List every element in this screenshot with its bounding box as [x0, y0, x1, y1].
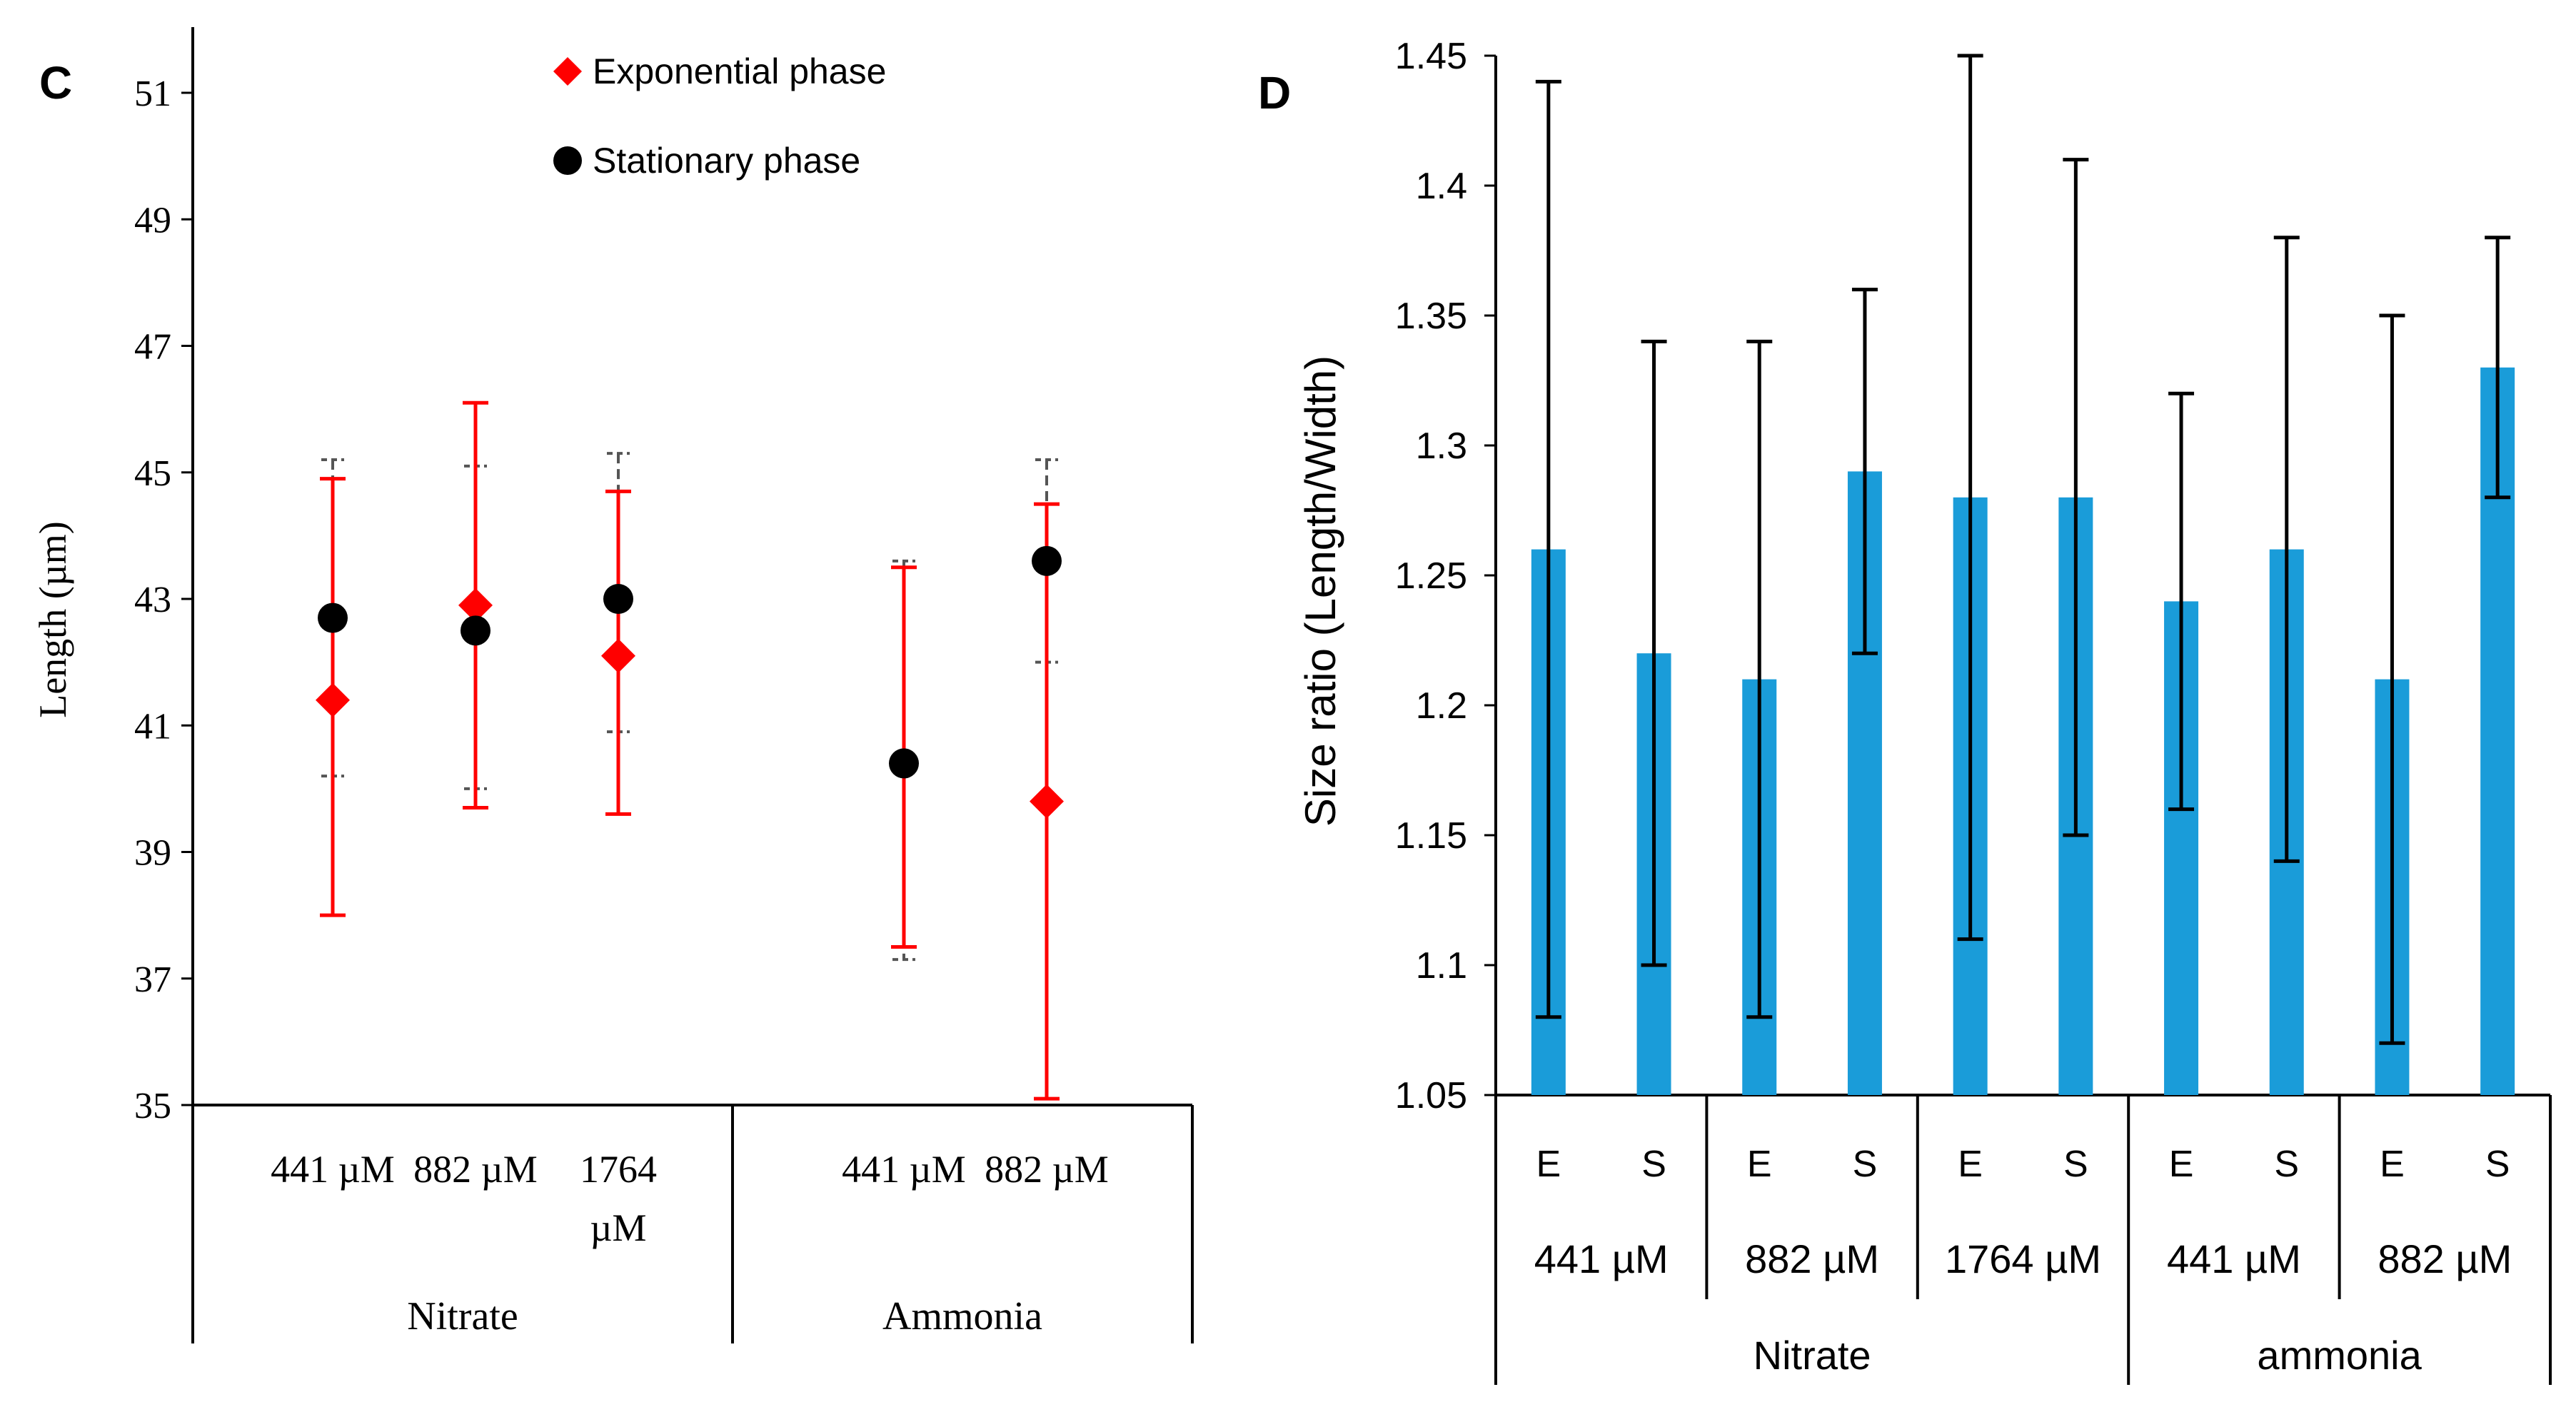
panel-d-y-tick-label: 1.45 — [1395, 36, 1467, 77]
panel-c-marker-exponential — [1030, 784, 1064, 819]
panel-c-x-category-label: 882 µM — [413, 1148, 538, 1191]
panel-d-x-category-label: E — [1536, 1144, 1561, 1185]
panel-d-x-category-label: S — [1641, 1144, 1666, 1185]
panel-d-y-tick-labels: 1.05 1.1 1.15 1.2 1.25 1.3 1.35 1.4 1.45 — [1395, 36, 1467, 1116]
panel-d-y-tick-label: 1.15 — [1395, 815, 1467, 857]
legend-label-stationary: Stationary phase — [593, 141, 860, 181]
panel-d-bar-chart: D Size ratio (Length/Width) 1.051.11.151… — [1258, 36, 2552, 1385]
legend-label-exponential: Exponential phase — [593, 51, 886, 91]
panel-c-marker-exponential — [601, 638, 635, 673]
panel-c-x-category-label: 1764 — [580, 1148, 657, 1191]
panel-c-marker-stationary — [1032, 545, 1062, 576]
panel-d-y-tick-label: 1.05 — [1395, 1075, 1467, 1116]
panel-d-x-category-label: S — [2274, 1144, 2299, 1185]
panel-c-x-category-labels: 441 µM 882 µM 1764 µM 441 µM 882 µM — [271, 1148, 1109, 1249]
panel-c-axes — [181, 27, 1194, 1343]
panel-d-x-category-label: S — [1853, 1144, 1878, 1185]
panel-c-label: C — [39, 57, 72, 109]
panel-d-concentration-label: 441 µM — [1534, 1236, 1669, 1281]
panel-d-group-label: Nitrate — [1754, 1333, 1871, 1378]
panel-c-y-tick-label: 41 — [134, 706, 171, 747]
panel-c-x-category-label: 441 µM — [842, 1148, 966, 1191]
panel-c-y-tick-label: 51 — [134, 74, 171, 114]
panel-d-concentration-label: 441 µM — [2167, 1236, 2301, 1281]
panel-c-x-category-label: 882 µM — [985, 1148, 1109, 1191]
panel-c-group-label: Ammonia — [882, 1294, 1042, 1338]
panel-d-bars — [1531, 367, 2515, 1095]
panel-c-marker-exponential — [316, 682, 350, 717]
panel-c-y-tick-label: 37 — [134, 959, 171, 1000]
legend-marker-exponential — [553, 57, 582, 86]
panel-d-group-label: ammonia — [2257, 1333, 2422, 1378]
panel-c-x-category-label: µM — [590, 1206, 646, 1249]
panel-d-concentration-label: 882 µM — [2378, 1236, 2512, 1281]
legend-marker-stationary — [553, 146, 582, 175]
panel-d-y-tick-label: 1.3 — [1416, 425, 1467, 467]
panel-d-error-bars — [1535, 54, 2511, 1045]
panel-c-y-axis-title: Length (µm) — [31, 521, 74, 718]
panel-c-legend: Exponential phase Stationary phase — [553, 51, 886, 181]
panel-c-marker-exponential — [458, 587, 493, 622]
panel-d-axes — [1484, 54, 2552, 1385]
panel-c-group-label: Nitrate — [407, 1294, 518, 1338]
panel-d-y-tick-label: 1.25 — [1395, 555, 1467, 597]
panel-d-concentration-label: 882 µM — [1745, 1236, 1879, 1281]
panel-c-y-tick-label: 39 — [134, 833, 171, 874]
panel-c-marker-stationary — [318, 602, 348, 633]
panel-c-marker-stationary — [461, 615, 490, 646]
panel-d-x-category-label: E — [2380, 1144, 2405, 1185]
panel-d-label: D — [1258, 67, 1291, 118]
panel-c-error-bars — [320, 400, 1060, 1101]
panel-c-y-tick-label: 49 — [134, 200, 171, 241]
panel-c-y-tick-label: 43 — [134, 580, 171, 620]
panel-c-y-tick-label: 47 — [134, 327, 171, 368]
panel-d-y-tick-label: 1.35 — [1395, 296, 1467, 337]
panel-d-concentration-label: 1764 µM — [1945, 1236, 2101, 1281]
panel-c-marker-stationary — [603, 584, 633, 614]
panel-d-x-category-label: S — [2485, 1144, 2510, 1185]
panel-c-markers — [316, 545, 1064, 819]
panel-d-x-category-label: E — [2169, 1144, 2194, 1185]
panel-c-scatter-chart: C Length (µm) 35 37 39 41 43 45 47 49 51 441 µM 8… — [31, 27, 1194, 1343]
panel-d-x-category-label: S — [2063, 1144, 2088, 1185]
panel-d-concentration-labels: 441 µM 882 µM 1764 µM 441 µM 882 µM — [1534, 1236, 2512, 1281]
panel-c-y-tick-label: 35 — [134, 1086, 171, 1126]
panel-c-group-labels: Nitrate Ammonia — [407, 1294, 1042, 1338]
panel-d-y-tick-label: 1.2 — [1416, 685, 1467, 727]
panel-d-x-category-label: E — [1958, 1144, 1983, 1185]
panel-d-group-labels: Nitrate ammonia — [1754, 1333, 2422, 1378]
panel-d-y-axis-title: Size ratio (Length/Width) — [1297, 355, 1344, 827]
panel-d-x-category-label: E — [1747, 1144, 1772, 1185]
panel-d-y-tick-label: 1.4 — [1416, 166, 1467, 207]
panel-d-y-tick-label: 1.1 — [1416, 945, 1467, 987]
panel-c-marker-stationary — [889, 748, 919, 779]
panel-c-y-tick-label: 45 — [134, 453, 171, 494]
panel-c-x-category-label: 441 µM — [271, 1148, 395, 1191]
panel-c-y-tick-labels: 35 37 39 41 43 45 47 49 51 — [134, 74, 171, 1126]
